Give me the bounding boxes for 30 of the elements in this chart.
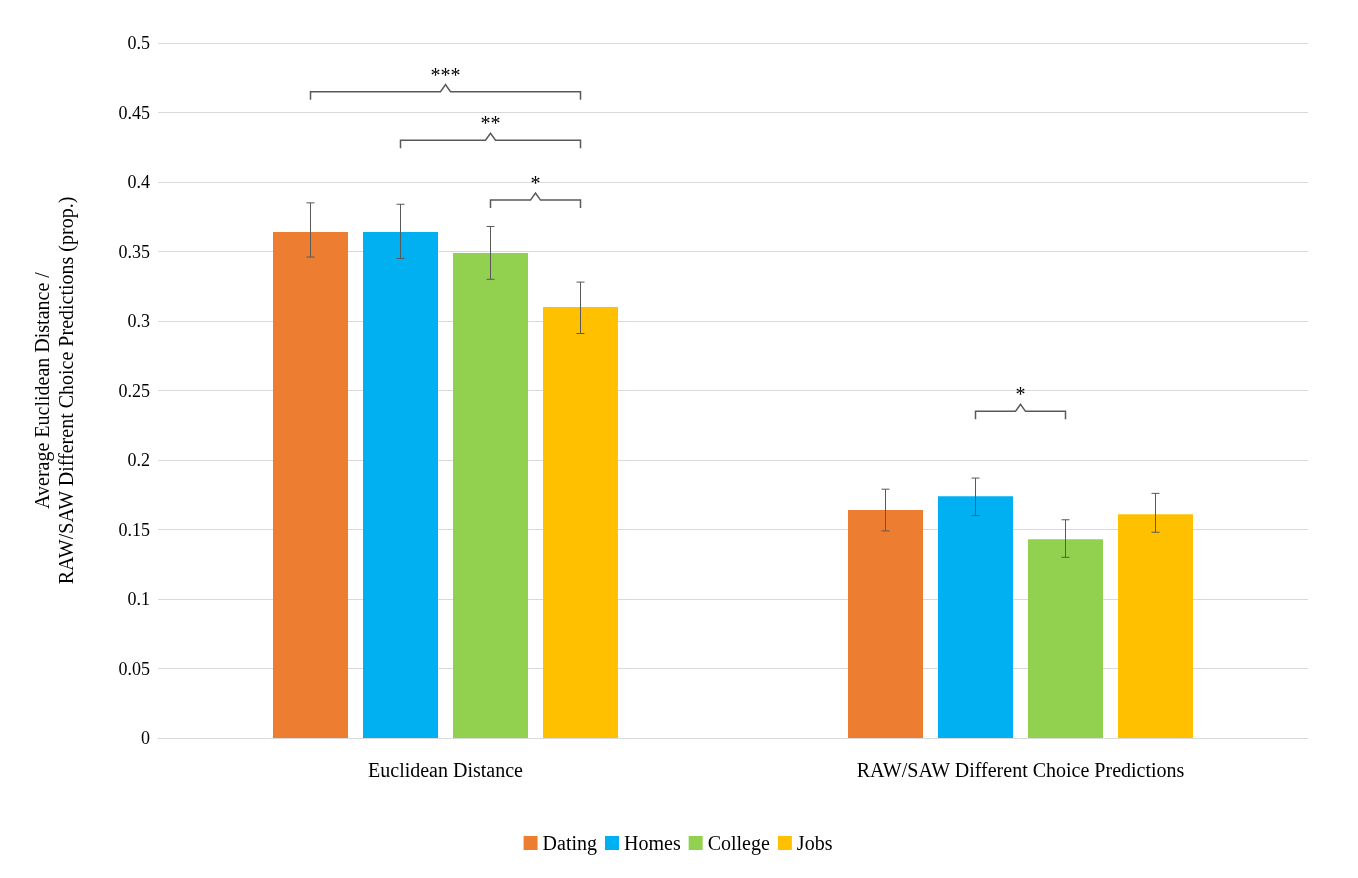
annotation: * xyxy=(530,172,541,195)
bar xyxy=(543,307,618,738)
bar xyxy=(938,496,1013,738)
legend-label: Dating xyxy=(542,832,597,855)
y-tick-label: 0 xyxy=(141,728,150,748)
y-tick-label: 0.45 xyxy=(118,102,150,123)
x-tick-label: Euclidean Distance xyxy=(368,759,524,781)
y-tick-label: 0.3 xyxy=(127,311,150,331)
y-tick-label: 0.05 xyxy=(118,658,150,679)
bar xyxy=(848,510,923,738)
y-tick-label: 0.25 xyxy=(118,380,150,401)
annotation: ** xyxy=(480,112,501,135)
annotation: *** xyxy=(430,63,461,86)
y-axis-title: Average Euclidean Distance / RAW/SAW Different Choice Predictions (prop.) xyxy=(31,196,78,585)
y-tick-label: 0.15 xyxy=(118,519,150,540)
bar xyxy=(273,232,348,738)
bar xyxy=(1118,514,1193,738)
y-tick-label: 0.5 xyxy=(127,33,150,53)
y-tick-label: 0.2 xyxy=(127,450,150,470)
y-tick-label: 0.4 xyxy=(127,172,150,192)
annotation: * xyxy=(1015,383,1026,406)
legend-label: Jobs xyxy=(796,832,833,854)
bar xyxy=(363,232,438,738)
y-tick-label: 0.35 xyxy=(118,241,150,262)
x-tick-label: RAW/SAW Different Choice Predictions xyxy=(856,759,1185,781)
legend-label: Homes xyxy=(624,832,681,854)
y-tick-label: 0.1 xyxy=(127,589,150,609)
legend-label: College xyxy=(707,832,770,855)
bar xyxy=(453,252,528,738)
bar xyxy=(1028,539,1103,738)
